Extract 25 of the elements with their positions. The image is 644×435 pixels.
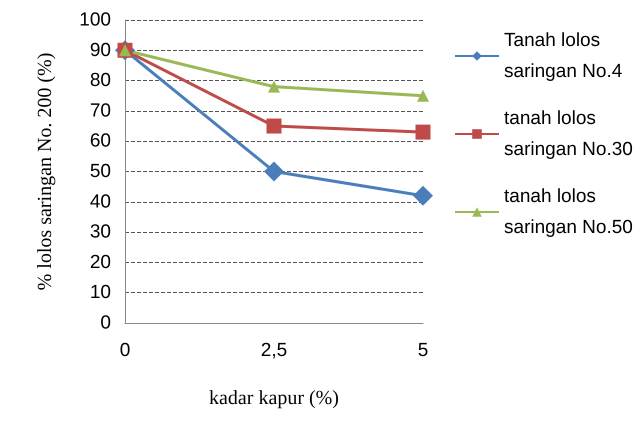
x-tick-label: 2,5 [260, 340, 288, 361]
x-tick-label: 0 [120, 340, 130, 361]
point [266, 118, 282, 134]
y-tick-label: 90 [90, 40, 111, 61]
y-tick-label: 0 [100, 312, 111, 334]
x-tick-label: 5 [418, 340, 428, 361]
legend-label: Tanah lolos saringan No.4 [504, 30, 623, 82]
legend-label: tanah lolos saringan No.50 [504, 186, 633, 238]
y-tick-label: 80 [90, 70, 111, 92]
legend-label: tanah lolos saringan No.30 [504, 108, 633, 160]
y-tick-label: 70 [90, 100, 111, 122]
y-tick-label: 60 [90, 130, 111, 152]
point [416, 124, 430, 140]
y-tick-label: 30 [90, 222, 111, 243]
y-tick-label: 50 [90, 161, 111, 182]
point [413, 186, 433, 206]
y-tick-label: 100 [79, 10, 111, 30]
y-tick-label: 40 [90, 191, 111, 212]
y-tick-label: 10 [90, 282, 111, 304]
point [268, 80, 280, 93]
point [264, 162, 284, 182]
y-tick-label: 20 [90, 252, 111, 273]
point [417, 90, 429, 102]
x-axis-title: kadar kapur (%) [209, 387, 339, 409]
y-axis-title: % lolos saringan No. 200 (%) [34, 52, 56, 290]
